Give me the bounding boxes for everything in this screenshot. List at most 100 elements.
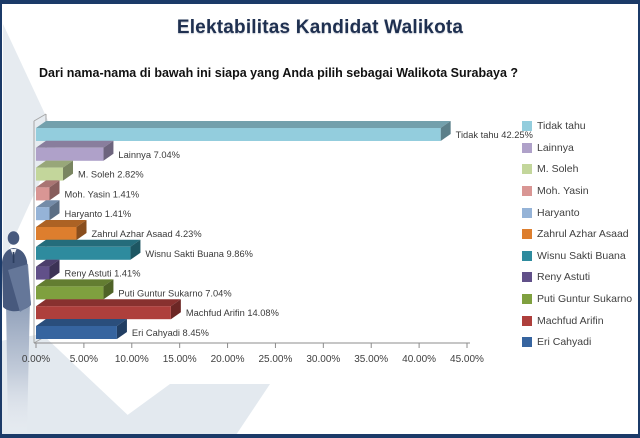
- bar-side-face: [130, 239, 141, 260]
- legend-item: Reny Astuti: [522, 271, 636, 284]
- question-text: Dari nama-nama di bawah ini siapa yang A…: [39, 66, 519, 80]
- bar-side-face: [63, 160, 74, 181]
- legend-swatch: [522, 229, 532, 240]
- legend-item: Eri Cahyadi: [522, 336, 636, 349]
- bar-side-face: [440, 121, 451, 141]
- bar-side-face: [170, 299, 181, 320]
- bar-side-face: [49, 200, 60, 221]
- bar-side-face: [116, 319, 127, 339]
- bottom-trapezoid-decoration: [96, 384, 270, 438]
- bar-top-face: [36, 140, 114, 148]
- bar-side-face: [103, 140, 114, 161]
- bar-front-face: [36, 207, 50, 221]
- legend-label: Moh. Yasin: [537, 185, 589, 198]
- bar-top-face: [36, 299, 181, 307]
- silhouette-legs: [6, 300, 30, 432]
- legend-item: Wisnu Sakti Buana: [522, 249, 636, 262]
- bar-data-label: Haryanto 1.41%: [65, 209, 132, 219]
- silhouette-tie: [12, 252, 15, 263]
- page-title: Elektabilitas Kandidat Walikota: [176, 17, 464, 38]
- legend-swatch: [522, 164, 532, 175]
- bar-front-face: [36, 286, 104, 300]
- legend-item: Zahrul Azhar Asaad: [522, 228, 636, 241]
- x-tick-label: 15.00%: [163, 354, 197, 365]
- legend-item: M. Soleh: [522, 163, 636, 176]
- bar-top-face: [36, 200, 60, 208]
- legend-swatch: [522, 272, 532, 283]
- bar-front-face: [36, 227, 77, 240]
- bar-front-face: [36, 246, 131, 260]
- bar-data-label: Lainnya 7.04%: [118, 150, 180, 160]
- silhouette-arm: [8, 264, 31, 312]
- legend-item: Tidak tahu: [522, 120, 636, 133]
- wall-top-edge: [33, 113, 47, 122]
- bar-data-label: Wisnu Sakti Buana 9.86%: [145, 249, 253, 259]
- legend-item: Haryanto: [522, 206, 636, 219]
- legend-label: M. Soleh: [537, 163, 579, 176]
- bar-side-face: [49, 259, 60, 280]
- legend-swatch: [522, 250, 532, 261]
- legend-swatch: [522, 315, 532, 326]
- bar-front-face: [36, 147, 104, 161]
- x-tick-label: 25.00%: [258, 354, 292, 365]
- chart-legend: Tidak tahu Lainnya M. Soleh Moh. Yasin Harya…: [522, 120, 636, 349]
- bar-data-label: Machfud Arifin 14.08%: [186, 308, 279, 318]
- bar-top-face: [36, 160, 74, 168]
- bar-data-label: Tidak tahu 42.25%: [456, 130, 533, 140]
- bar-top-face: [36, 121, 451, 128]
- bar-front-face: [36, 306, 171, 320]
- legend-swatch: [522, 142, 532, 153]
- legend-swatch: [522, 186, 532, 197]
- bar-top-face: [36, 319, 127, 326]
- x-tick-label: 45.00%: [450, 354, 484, 365]
- legend-swatch: [522, 337, 532, 348]
- legend-item: Moh. Yasin: [522, 185, 636, 198]
- bar-data-label: Zahrul Azhar Asaad 4.23%: [92, 229, 202, 239]
- legend-label: Machfud Arifin: [537, 314, 604, 327]
- bar-top-face: [36, 239, 141, 247]
- x-tick-label: 5.00%: [70, 354, 98, 365]
- legend-label: Tidak tahu: [537, 120, 586, 133]
- bar-front-face: [36, 187, 50, 201]
- bar-data-label: Moh. Yasin 1.41%: [65, 189, 140, 199]
- legend-item: Puti Guntur Sukarno: [522, 293, 636, 305]
- legend-swatch: [522, 207, 532, 218]
- bar-data-label: Reny Astuti 1.41%: [65, 269, 141, 279]
- legend-label: Wisnu Sakti Buana: [537, 249, 626, 262]
- bar-front-face: [36, 167, 64, 181]
- x-tick-label: 0.00%: [22, 354, 50, 365]
- businessman-silhouette: [2, 231, 31, 432]
- bar-side-face: [103, 279, 114, 300]
- legend-label: Zahrul Azhar Asaad: [537, 228, 629, 241]
- legend-swatch: [522, 294, 532, 305]
- bar-front-face: [36, 326, 117, 339]
- legend-label: Reny Astuti: [537, 271, 591, 284]
- legend-label: Eri Cahyadi: [537, 336, 592, 349]
- bar-top-face: [36, 259, 60, 267]
- bar-top-face: [36, 220, 87, 227]
- bar-side-face: [76, 220, 87, 240]
- legend-label: Haryanto: [537, 206, 580, 219]
- bar-top-face: [36, 180, 60, 188]
- legend-item: Lainnya: [522, 141, 636, 154]
- x-tick-label: 30.00%: [306, 354, 340, 365]
- bar-data-label: M. Soleh 2.82%: [78, 170, 144, 180]
- bar-data-label: Puti Guntur Sukarno 7.04%: [118, 288, 231, 298]
- legend-item: Machfud Arifin: [522, 314, 636, 327]
- chevron-decoration: [3, 24, 58, 262]
- bar-front-face: [36, 266, 50, 280]
- x-tick-label: 40.00%: [402, 354, 436, 365]
- x-tick-label: 35.00%: [354, 354, 388, 365]
- bar-side-face: [49, 180, 60, 201]
- bar-top-face: [36, 279, 114, 287]
- legend-label: Lainnya: [537, 141, 574, 154]
- silhouette-head: [7, 231, 20, 245]
- x-tick-label: 10.00%: [115, 354, 149, 365]
- bar-front-face: [36, 128, 441, 141]
- legend-swatch: [522, 121, 532, 132]
- bar-data-label: Eri Cahyadi 8.45%: [132, 328, 209, 338]
- bottom-band-decoration: [0, 334, 152, 438]
